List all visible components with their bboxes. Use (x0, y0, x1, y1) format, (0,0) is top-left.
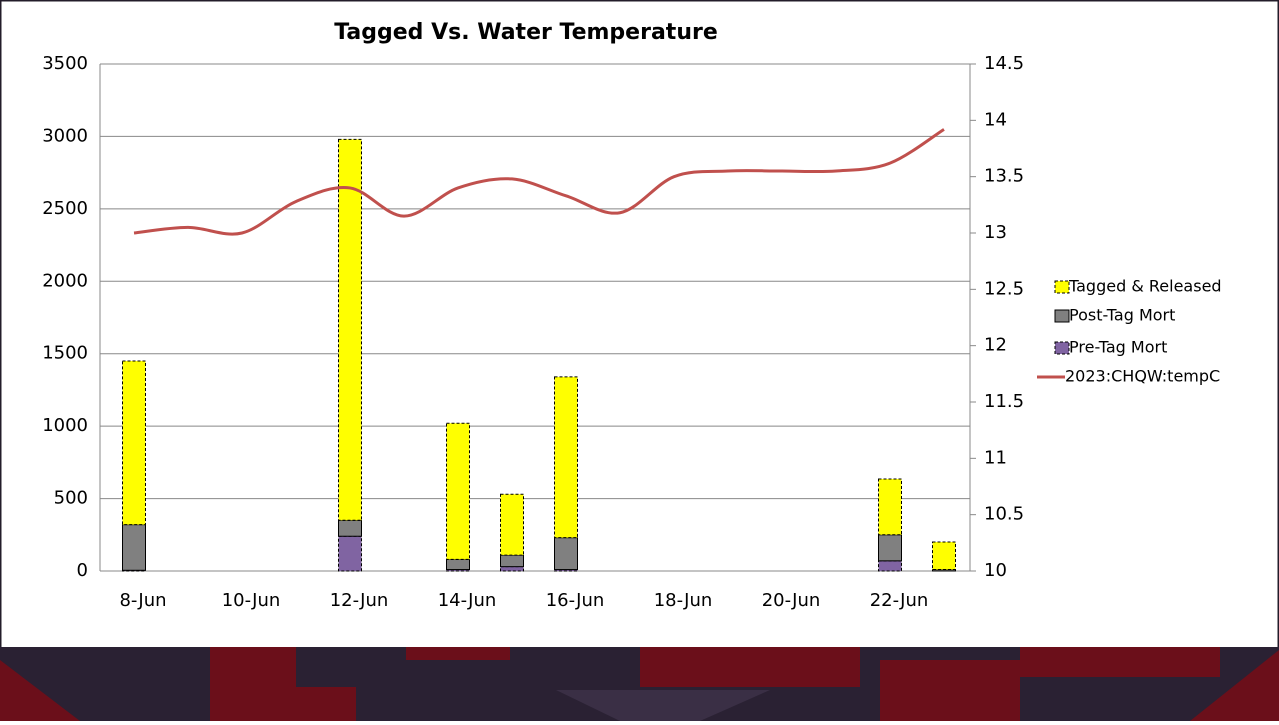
y-tick-label: 1500 (42, 343, 88, 364)
bar-segment (878, 560, 902, 572)
x-tick-label: 22-Jun (870, 590, 929, 611)
y2-tick-label: 14 (984, 109, 1007, 130)
y-tick-label: 500 (54, 488, 88, 509)
x-tick-label: 20-Jun (762, 590, 821, 611)
y-tick-label: 1000 (42, 415, 88, 436)
bar-segment (500, 493, 524, 556)
legend-label: Tagged & Released (1068, 277, 1222, 296)
bar-segment (878, 534, 902, 562)
y2-tick-label: 12.5 (984, 278, 1024, 299)
bar-segment (446, 558, 470, 571)
y-tick-label: 0 (77, 560, 88, 581)
x-tick-label: 12-Jun (330, 590, 389, 611)
legend-label: 2023:CHQW:tempC (1065, 367, 1220, 386)
x-tick-label: 14-Jun (438, 590, 497, 611)
y2-tick-label: 12 (984, 335, 1007, 356)
legend-swatch (1054, 309, 1070, 323)
y-tick-label: 3500 (42, 53, 88, 74)
x-tick-label: 10-Jun (222, 590, 281, 611)
footer-pattern (0, 647, 1279, 721)
bar-segment (338, 519, 362, 537)
x-tick-label: 18-Jun (654, 590, 713, 611)
legend-swatch (1054, 280, 1070, 294)
y2-tick-label: 13.5 (984, 166, 1024, 187)
y-tick-label: 2000 (42, 270, 88, 291)
y-tick-label: 2500 (42, 198, 88, 219)
legend-label: Post-Tag Mort (1069, 306, 1175, 325)
y-tick-label: 3000 (42, 125, 88, 146)
y2-tick-label: 14.5 (984, 53, 1024, 74)
bar-segment (122, 360, 146, 526)
bar-segment (554, 376, 578, 539)
x-tick-label: 8-Jun (119, 590, 166, 611)
x-tick-label: 16-Jun (546, 590, 605, 611)
y2-tick-label: 11 (984, 447, 1007, 468)
bar-segment (338, 535, 362, 572)
chart-title: Tagged Vs. Water Temperature (334, 20, 718, 45)
temp-line (133, 128, 945, 236)
bar-segment (554, 537, 578, 571)
bar-segment (338, 138, 362, 521)
legend-swatch (1054, 341, 1070, 355)
bar-segment (878, 478, 902, 536)
bar-segment (446, 422, 470, 560)
bar-segment (500, 554, 524, 568)
legend-label: Pre-Tag Mort (1069, 338, 1167, 357)
bar-segment (500, 566, 524, 572)
y2-tick-label: 10.5 (984, 504, 1024, 525)
y2-tick-label: 11.5 (984, 391, 1024, 412)
y2-tick-label: 10 (984, 560, 1007, 581)
y2-tick-label: 13 (984, 222, 1007, 243)
bar-segment (932, 541, 956, 571)
bar-segment (122, 524, 146, 571)
